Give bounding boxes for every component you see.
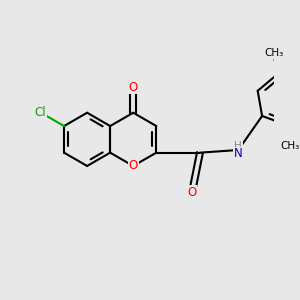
- Text: O: O: [129, 81, 138, 94]
- Text: CH₃: CH₃: [280, 141, 299, 151]
- Text: CH₃: CH₃: [264, 48, 283, 59]
- Text: Cl: Cl: [34, 106, 46, 119]
- Text: N: N: [234, 147, 243, 160]
- Text: O: O: [129, 160, 138, 172]
- Text: H: H: [234, 141, 242, 151]
- Text: O: O: [187, 186, 196, 199]
